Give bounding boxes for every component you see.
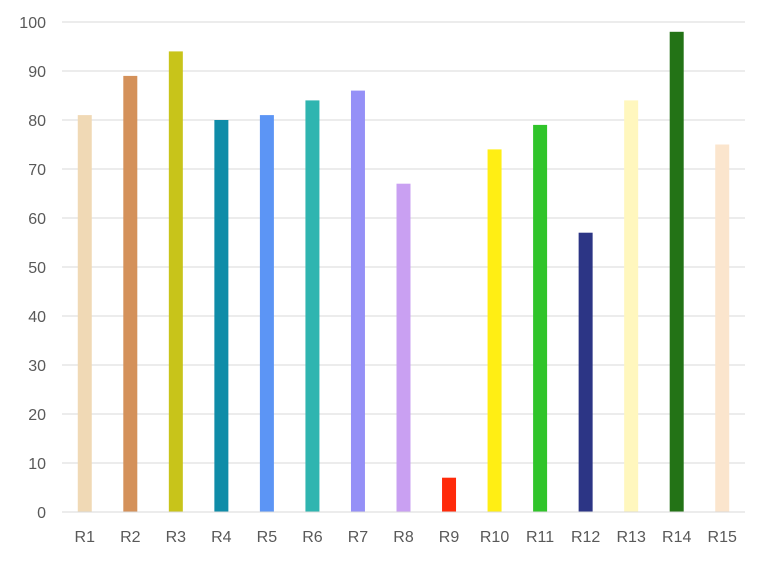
bar-r12 xyxy=(578,232,593,512)
x-tick-label-r5: R5 xyxy=(257,529,278,546)
bars xyxy=(62,31,745,513)
y-tick-label: 0 xyxy=(37,505,46,522)
x-tick-label-r12: R12 xyxy=(571,529,600,546)
y-axis-tick-labels: 0 10 20 30 40 50 60 70 80 90 100 xyxy=(19,15,46,522)
y-tick-label: 10 xyxy=(28,456,46,473)
y-tick-label: 100 xyxy=(19,15,46,32)
y-tick-label: 60 xyxy=(28,211,46,228)
x-tick-label-r2: R2 xyxy=(120,529,141,546)
y-tick-label: 30 xyxy=(28,358,46,375)
x-tick-label-r14: R14 xyxy=(662,529,691,546)
bar-r15 xyxy=(715,144,730,512)
bar-r10 xyxy=(487,149,502,512)
x-tick-label-r8: R8 xyxy=(393,529,414,546)
x-tick-label-r13: R13 xyxy=(616,529,645,546)
y-tick-label: 80 xyxy=(28,113,46,130)
bar-r1 xyxy=(77,115,92,512)
bar-r6 xyxy=(305,100,320,513)
y-tick-label: 40 xyxy=(28,309,46,326)
x-tick-label-r10: R10 xyxy=(480,529,509,546)
x-tick-label-r11: R11 xyxy=(526,529,554,546)
bar-r13 xyxy=(624,100,639,513)
x-tick-label-r7: R7 xyxy=(348,529,369,546)
bar-r9 xyxy=(442,477,457,512)
x-tick-label-r4: R4 xyxy=(211,529,232,546)
bar-r2 xyxy=(123,75,138,513)
x-tick-label-r6: R6 xyxy=(302,529,323,546)
bar-r4 xyxy=(214,120,229,512)
y-tick-label: 90 xyxy=(28,64,46,81)
bar-r7 xyxy=(350,90,365,512)
y-tick-label: 50 xyxy=(28,260,46,277)
bar-r14 xyxy=(669,31,684,513)
y-tick-label: 20 xyxy=(28,407,46,424)
y-tick-label: 70 xyxy=(28,162,46,179)
x-tick-label-r15: R15 xyxy=(708,529,737,546)
x-tick-label-r1: R1 xyxy=(75,529,96,546)
bar-r8 xyxy=(396,183,411,512)
x-axis-tick-labels: R1 R2 R3 R4 R5 R6 R7 R8 R9 R10 R11 R12 R13 R14 R15 xyxy=(75,529,737,546)
x-tick-label-r9: R9 xyxy=(439,529,460,546)
bar-r3 xyxy=(168,51,183,513)
bar-r11 xyxy=(533,124,548,513)
x-tick-label-r3: R3 xyxy=(166,529,187,546)
bar-r5 xyxy=(259,115,274,512)
